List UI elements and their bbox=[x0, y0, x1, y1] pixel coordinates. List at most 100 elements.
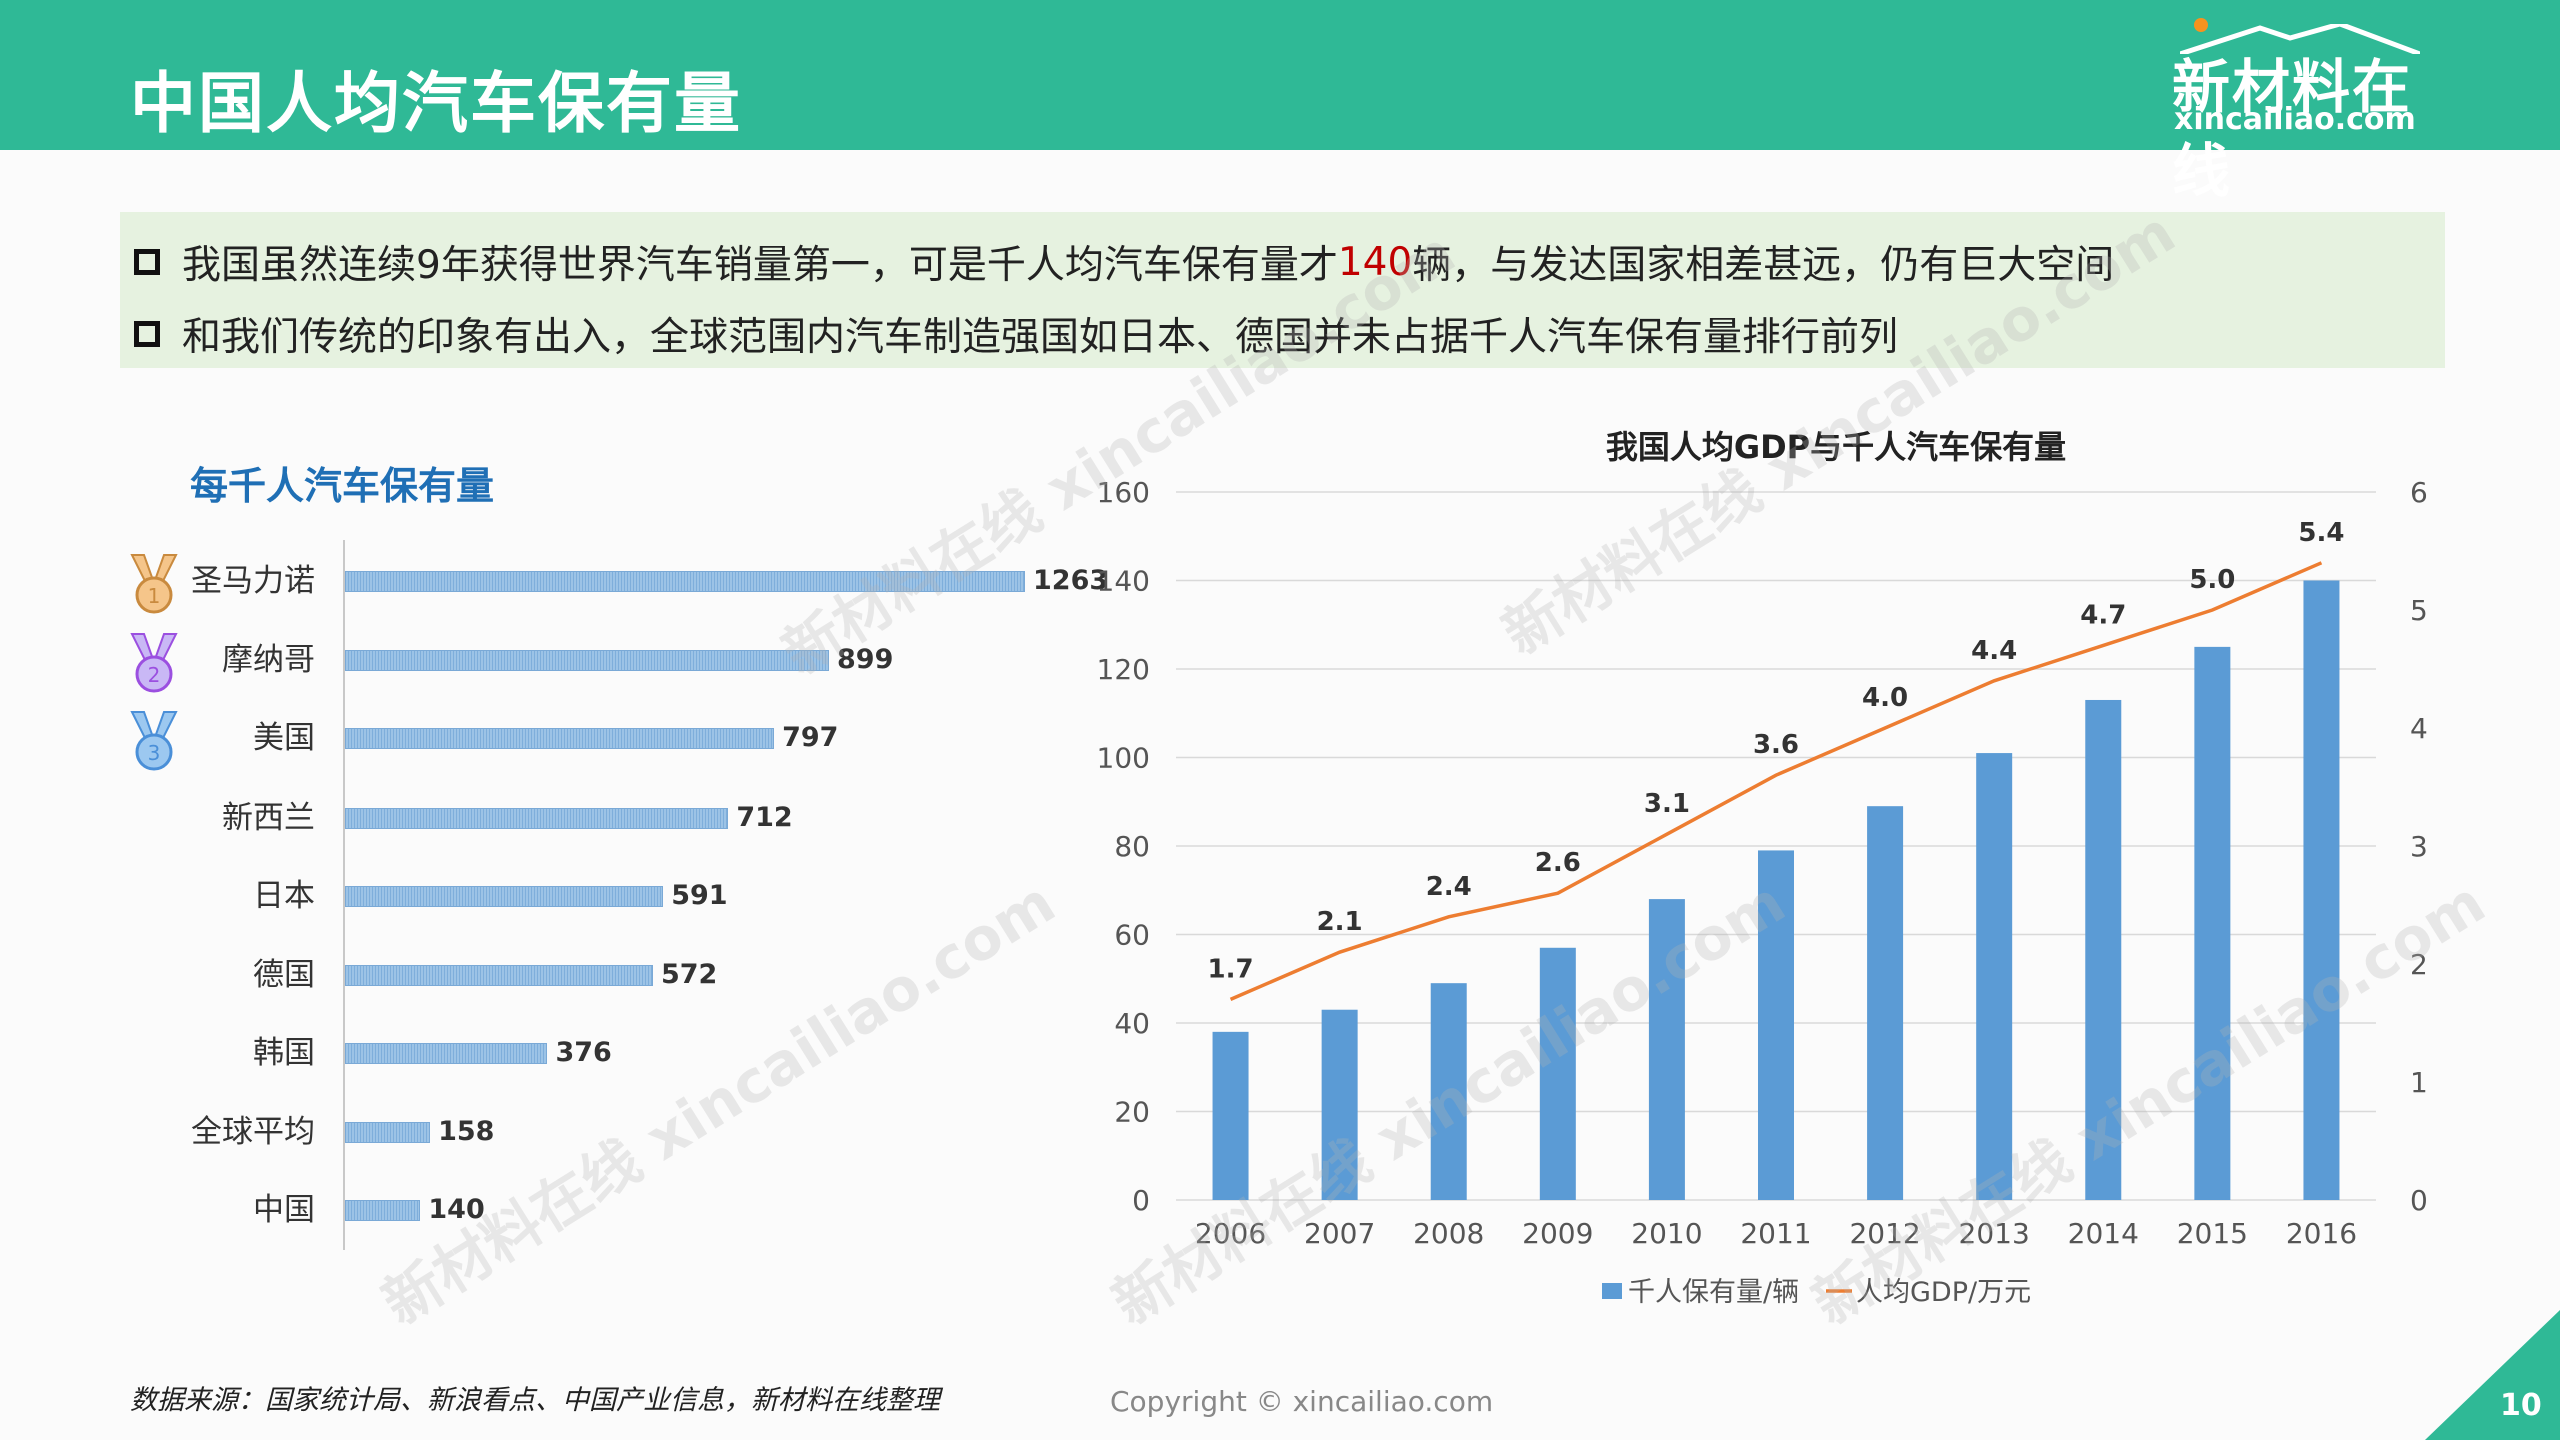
page-number: 10 bbox=[2500, 1388, 2542, 1423]
bar bbox=[345, 886, 664, 907]
line-data-label: 4.0 bbox=[1862, 683, 1908, 713]
bar-row: 美国 797 bbox=[0, 718, 2560, 758]
y-right-tick-label: 1 bbox=[2410, 1066, 2428, 1099]
line-data-label: 3.6 bbox=[1753, 730, 1799, 760]
y-left-tick-label: 60 bbox=[1114, 919, 1150, 952]
square-bullet-icon bbox=[134, 321, 160, 347]
bar-value-label: 140 bbox=[428, 1194, 485, 1225]
bar bbox=[1430, 983, 1467, 1200]
y-left-tick-label: 0 bbox=[1132, 1184, 1150, 1217]
logo-text-en: xincailiao.com bbox=[2174, 102, 2416, 137]
summary-box: 我国虽然连续9年获得世界汽车销量第一，可是千人均汽车保有量才 140 辆，与发达国家… bbox=[120, 212, 2445, 368]
bar bbox=[345, 965, 653, 986]
bar bbox=[345, 1200, 421, 1221]
bar-label: 德国 bbox=[253, 957, 315, 993]
bar-row: 中国 140 bbox=[0, 1190, 2560, 1230]
bar bbox=[2303, 580, 2340, 1200]
logo-roof-icon bbox=[2180, 24, 2420, 54]
bar-row: 新西兰 712 bbox=[0, 798, 2560, 838]
x-tick-label: 2008 bbox=[1413, 1217, 1484, 1250]
y-right-tick-label: 2 bbox=[2410, 948, 2428, 981]
bar bbox=[1976, 753, 2013, 1200]
x-tick-label: 2011 bbox=[1740, 1217, 1811, 1250]
x-tick-label: 2016 bbox=[2286, 1217, 2357, 1250]
svg-text:3: 3 bbox=[148, 741, 161, 765]
line-data-label: 4.7 bbox=[2080, 600, 2126, 630]
bar bbox=[1321, 1009, 1358, 1200]
left-chart-axis bbox=[343, 540, 345, 1250]
legend-bar-label: 千人保有量/辆 bbox=[1628, 1277, 1799, 1308]
bar-value-label: 572 bbox=[660, 959, 718, 990]
bar bbox=[1212, 1031, 1249, 1200]
medal-3-icon: 3 bbox=[130, 711, 178, 771]
bar-label: 韩国 bbox=[253, 1035, 315, 1071]
bar-label: 新西兰 bbox=[222, 800, 315, 836]
header-bar: 中国人均汽车保有量 新材料在线 xincailiao.com bbox=[0, 0, 2560, 205]
bar-label: 日本 bbox=[253, 878, 315, 914]
square-bullet-icon bbox=[134, 249, 160, 275]
bar bbox=[345, 808, 729, 829]
line-data-label: 1.7 bbox=[1208, 954, 1254, 984]
bar bbox=[345, 1122, 431, 1143]
bar-row: 圣马力诺 1263 bbox=[0, 561, 2560, 601]
bar-label: 中国 bbox=[253, 1192, 315, 1228]
bar bbox=[1758, 850, 1794, 1200]
line-data-label: 2.4 bbox=[1426, 872, 1472, 902]
x-tick-label: 2014 bbox=[2068, 1217, 2139, 1250]
y-left-tick-label: 140 bbox=[1097, 565, 1150, 598]
x-tick-label: 2006 bbox=[1195, 1217, 1266, 1250]
svg-text:1: 1 bbox=[148, 584, 161, 608]
bar-value-label: 899 bbox=[837, 644, 894, 675]
y-right-tick-label: 0 bbox=[2410, 1184, 2428, 1217]
bar-value-label: 158 bbox=[438, 1116, 495, 1147]
line-data-label: 2.1 bbox=[1317, 907, 1363, 937]
bullet-text: 和我们传统的印象有出入，全球范围内汽车制造强国如日本、德国并未占据千人汽车保有量… bbox=[182, 315, 1899, 360]
bar bbox=[1539, 947, 1576, 1200]
bar bbox=[345, 1043, 548, 1064]
medal-1-icon: 1 bbox=[130, 554, 178, 614]
combo-chart-title: 我国人均GDP与千人汽车保有量 bbox=[1606, 428, 2066, 466]
y-left-tick-label: 100 bbox=[1097, 742, 1150, 775]
bar bbox=[345, 571, 1025, 592]
bullet-highlight: 140 bbox=[1337, 239, 1413, 285]
x-tick-label: 2015 bbox=[2177, 1217, 2248, 1250]
y-right-tick-label: 6 bbox=[2410, 476, 2428, 509]
logo-text-cn: 新材料在线 bbox=[2172, 53, 2413, 205]
bar-row: 全球平均 158 bbox=[0, 1112, 2560, 1152]
line-data-label: 4.4 bbox=[1971, 636, 2017, 666]
line-data-label: 5.0 bbox=[2189, 565, 2235, 595]
bar-row: 摩纳哥 899 bbox=[0, 640, 2560, 680]
legend-line-label: 人均GDP/万元 bbox=[1856, 1277, 2031, 1308]
bar-label: 美国 bbox=[253, 720, 315, 756]
page-corner bbox=[2425, 1310, 2560, 1440]
y-left-tick-label: 40 bbox=[1114, 1007, 1150, 1040]
bar-label: 摩纳哥 bbox=[222, 642, 315, 678]
bullet-2: 和我们传统的印象有出入，全球范围内汽车制造强国如日本、德国并未占据千人汽车保有量… bbox=[134, 306, 1898, 362]
bar-row: 韩国 376 bbox=[0, 1033, 2560, 1073]
bar-value-label: 1263 bbox=[1033, 565, 1109, 596]
bar-value-label: 712 bbox=[736, 802, 793, 833]
x-tick-label: 2010 bbox=[1631, 1217, 1702, 1250]
y-right-tick-label: 3 bbox=[2410, 830, 2428, 863]
bullet-text: 辆，与发达国家相差甚远，仍有巨大空间 bbox=[1412, 243, 2115, 288]
y-right-tick-label: 5 bbox=[2410, 594, 2428, 627]
left-chart-title: 每千人汽车保有量 bbox=[190, 464, 495, 508]
bar-label: 圣马力诺 bbox=[191, 563, 315, 599]
svg-text:2: 2 bbox=[148, 663, 161, 687]
bar-row: 日本 591 bbox=[0, 876, 2560, 916]
bullet-1: 我国虽然连续9年获得世界汽车销量第一，可是千人均汽车保有量才 140 辆，与发达国家… bbox=[134, 234, 2114, 290]
x-tick-label: 2012 bbox=[1849, 1217, 1920, 1250]
bar-value-label: 591 bbox=[671, 880, 728, 911]
bar bbox=[1648, 899, 1685, 1200]
bar bbox=[1867, 806, 1904, 1200]
y-right-tick-label: 4 bbox=[2410, 712, 2428, 745]
line-data-label: 5.4 bbox=[2298, 518, 2344, 548]
bar-label: 全球平均 bbox=[191, 1114, 315, 1150]
bar bbox=[345, 650, 830, 671]
bar-value-label: 797 bbox=[782, 722, 839, 753]
page-title: 中国人均汽车保有量 bbox=[130, 65, 742, 142]
bar bbox=[2085, 699, 2122, 1200]
y-left-tick-label: 80 bbox=[1114, 830, 1150, 863]
x-tick-label: 2007 bbox=[1304, 1217, 1375, 1250]
